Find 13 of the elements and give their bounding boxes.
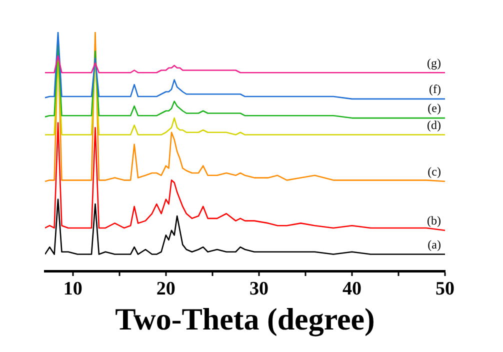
series-label: (c) (428, 164, 441, 179)
series-label: (b) (427, 214, 441, 228)
x-tick-label: 20 (156, 278, 176, 300)
series-label: (f) (429, 82, 441, 96)
series-label: (a) (428, 237, 441, 252)
x-tick-label: 10 (63, 278, 82, 300)
x-tick-label: 50 (436, 278, 454, 300)
series-label: (g) (427, 56, 441, 70)
x-tick-label: 30 (249, 278, 268, 300)
series-label: (d) (427, 118, 441, 132)
series-label: (e) (428, 101, 441, 116)
x-tick-label: 40 (342, 278, 362, 300)
x-axis-title: Two-Theta (degree) (115, 301, 375, 336)
